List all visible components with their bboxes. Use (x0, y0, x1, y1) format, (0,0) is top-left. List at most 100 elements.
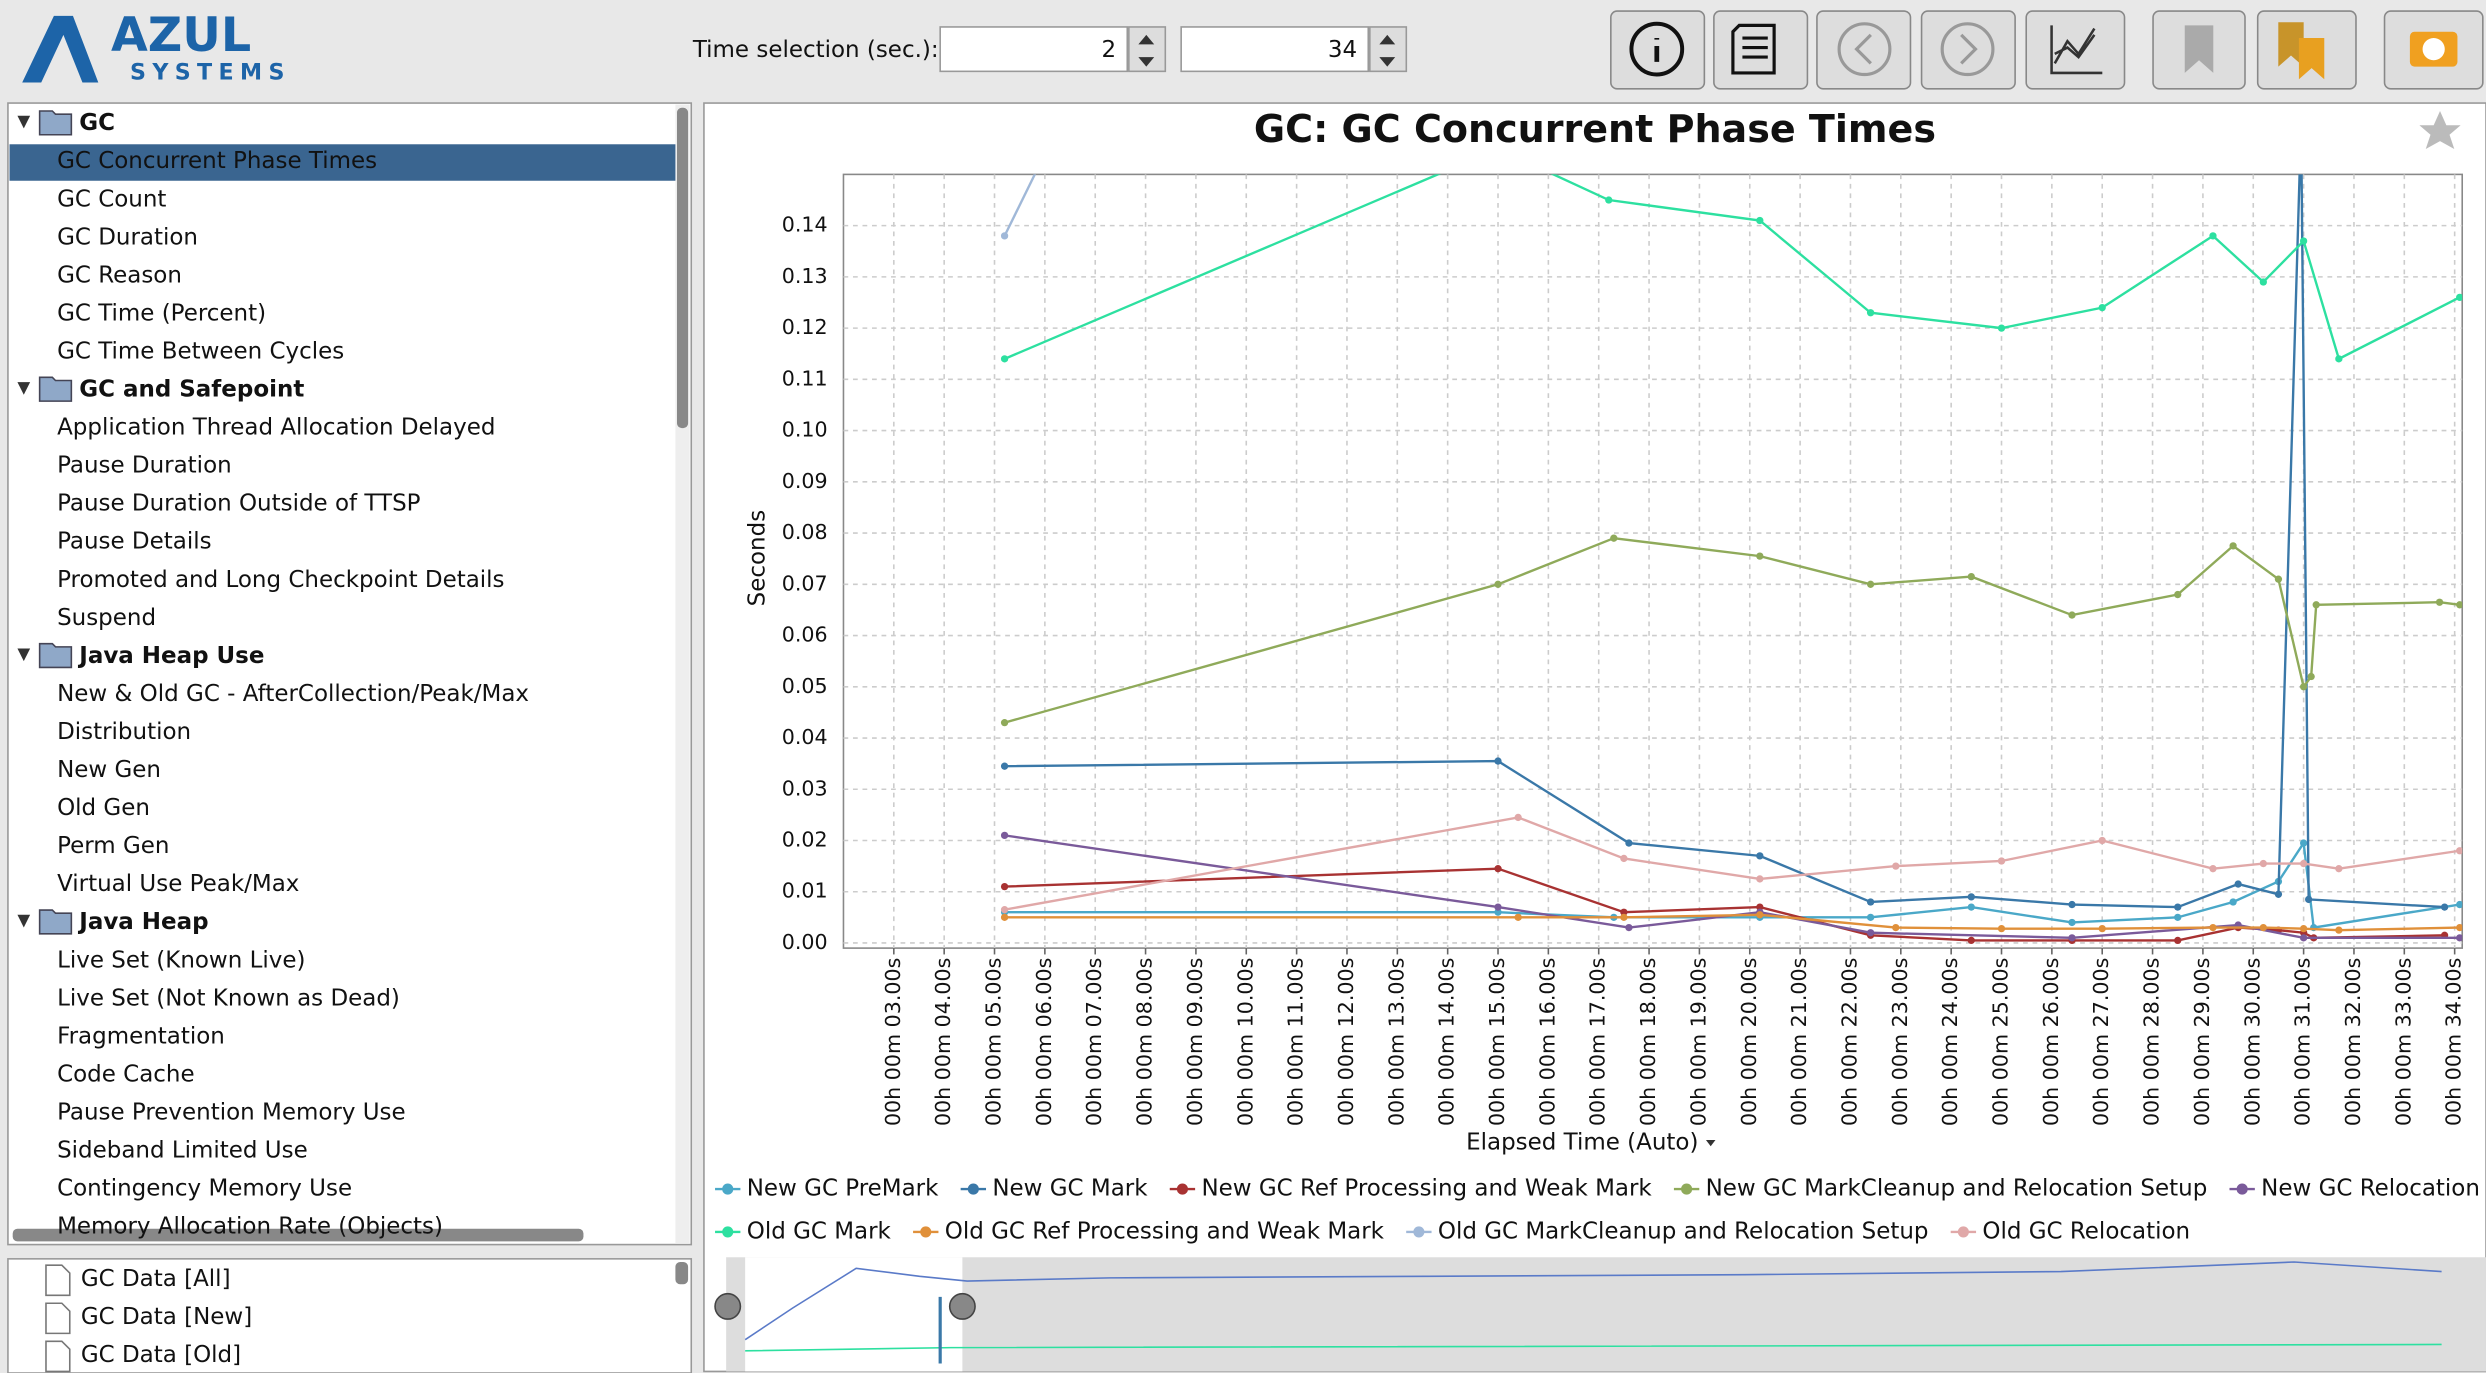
logo-sub: SYSTEMS (130, 59, 291, 85)
favorite-star[interactable] (2419, 110, 2461, 150)
legend-item[interactable]: Old GC MarkCleanup and Relocation Setup (1406, 1218, 1929, 1244)
time-from-field[interactable] (939, 26, 1129, 73)
back-button[interactable] (1816, 10, 1912, 90)
data-point (1967, 903, 1975, 911)
tree-item[interactable]: GC Duration (57, 224, 198, 250)
tree-group[interactable]: Java Heap Use (77, 643, 264, 669)
tree-item[interactable]: Live Set (Known Live) (57, 947, 305, 973)
tree-item[interactable]: GC Time Between Cycles (57, 338, 344, 364)
data-point (1756, 552, 1764, 560)
data-point (1494, 903, 1502, 911)
data-point (1625, 839, 1633, 847)
data-point (1514, 813, 1522, 822)
data-point (2259, 859, 2267, 868)
legend-item[interactable]: Old GC Mark (715, 1218, 892, 1244)
y-tick-label: 0.09 (782, 469, 828, 493)
legend-item[interactable]: Old GC Ref Processing and Weak Mark (913, 1218, 1385, 1244)
tree-item[interactable]: Pause Duration (57, 453, 232, 479)
legend-label: Old GC MarkCleanup and Relocation Setup (1438, 1218, 1929, 1244)
tree-item[interactable]: Memory Allocation Rate (Objects) (57, 1214, 443, 1240)
tree-item[interactable]: Sideband Limited Use (57, 1138, 308, 1164)
expand-arrow (17, 382, 31, 395)
back-icon (1837, 22, 1892, 77)
tree-item[interactable]: Pause Duration Outside of TTSP (57, 491, 421, 517)
tree-item[interactable]: Distribution (57, 719, 191, 745)
legend-swatch (1176, 1183, 1188, 1195)
tree-item[interactable]: New & Old GC - AfterCollection/Peak/Max (57, 681, 529, 707)
expand-arrow (17, 648, 31, 662)
data-point (2068, 611, 2076, 619)
tree-item[interactable]: Perm Gen (57, 833, 169, 859)
data-point (1494, 757, 1502, 765)
file-panel (7, 1258, 693, 1373)
y-tick-label: 0.08 (782, 520, 828, 544)
tree-item[interactable]: Virtual Use Peak/Max (57, 871, 299, 897)
data-point (2335, 926, 2343, 934)
tree-item[interactable]: Pause Details (57, 529, 211, 555)
tree-item[interactable]: Pause Prevention Memory Use (57, 1099, 406, 1125)
data-point (1756, 852, 1764, 860)
tree-item[interactable]: Old Gen (57, 795, 150, 821)
data-point (1494, 580, 1502, 588)
tree-item[interactable]: Application Thread Allocation Delayed (57, 415, 495, 441)
data-point (2312, 601, 2320, 609)
folder-icon (38, 909, 73, 935)
data-point (2299, 237, 2308, 245)
tree-group[interactable]: GC and Safepoint (79, 377, 304, 403)
overview-line (745, 1343, 2442, 1352)
tree-item[interactable]: GC Concurrent Phase Times (57, 148, 377, 174)
tree-group[interactable]: Java Heap (77, 909, 208, 935)
tree-item[interactable]: GC Reason (57, 262, 182, 288)
y-tick-label: 0.01 (782, 879, 828, 903)
scroll-thumb[interactable] (676, 107, 689, 429)
file-item[interactable]: GC Data [Old] (81, 1342, 241, 1368)
overview-handle[interactable] (948, 1292, 976, 1320)
time-to-field[interactable] (1180, 26, 1370, 73)
tree-item[interactable]: Promoted and Long Checkpoint Details (57, 567, 504, 593)
legend-item[interactable]: New GC MarkCleanup and Relocation Setup (1673, 1176, 2207, 1202)
legend-label: New GC PreMark (747, 1176, 939, 1202)
notes-button[interactable] (1713, 10, 1809, 90)
x-axis-menu[interactable] (1705, 1139, 1716, 1147)
h-scroll-thumb[interactable] (12, 1228, 584, 1242)
tree-item[interactable]: Contingency Memory Use (57, 1176, 352, 1202)
bookmarks-icon (2278, 22, 2304, 67)
data-point (1756, 903, 1764, 911)
data-point (2068, 934, 2076, 942)
overview-handle[interactable] (714, 1292, 742, 1320)
tree-item[interactable]: GC Count (57, 186, 166, 212)
data-point (2335, 865, 2343, 873)
file-item[interactable]: GC Data [New] (81, 1304, 252, 1330)
data-point (2259, 923, 2267, 932)
legend-item[interactable]: New GC Mark (960, 1176, 1149, 1202)
tree-item[interactable]: Fragmentation (57, 1023, 225, 1049)
tree-group[interactable]: GC (79, 110, 115, 136)
file-item[interactable]: GC Data [All] (81, 1266, 231, 1292)
tree-item[interactable]: GC Time (Percent) (57, 300, 266, 326)
legend-item[interactable]: New GC Relocation (2229, 1176, 2480, 1202)
spinner-arrows (1138, 34, 1155, 67)
data-point (2456, 601, 2463, 609)
legend-item[interactable]: New GC Ref Processing and Weak Mark (1169, 1176, 1653, 1202)
file-icon (45, 1264, 71, 1297)
forward-button[interactable] (1920, 10, 2016, 90)
overview-line (744, 1261, 2442, 1341)
data-point (2456, 900, 2463, 909)
data-point (1000, 762, 1009, 770)
legend-swatch (722, 1226, 734, 1238)
tree-item[interactable]: Live Set (Not Known as Dead) (57, 985, 400, 1011)
legend-item[interactable]: New GC PreMark (715, 1176, 939, 1202)
tree-item[interactable]: New Gen (57, 757, 161, 783)
x-tick-label: 00h 00m 09.00s (1183, 958, 1207, 1126)
tree-item[interactable]: Suspend (57, 605, 156, 631)
data-point (1756, 911, 1764, 919)
legend-item[interactable]: Old GC Relocation (1950, 1218, 2190, 1244)
folder-icon (38, 642, 73, 669)
scroll-thumb[interactable] (675, 1262, 689, 1285)
chart: GC: GC Concurrent Phase Times 0.00 0.01 0.0… (715, 107, 2480, 1244)
chart-icon (2050, 25, 2103, 75)
data-point (1997, 324, 2006, 332)
y-tick-label: 0.02 (782, 827, 828, 851)
y-axis-label: Seconds (744, 510, 770, 607)
tree-item[interactable]: Code Cache (57, 1061, 195, 1087)
